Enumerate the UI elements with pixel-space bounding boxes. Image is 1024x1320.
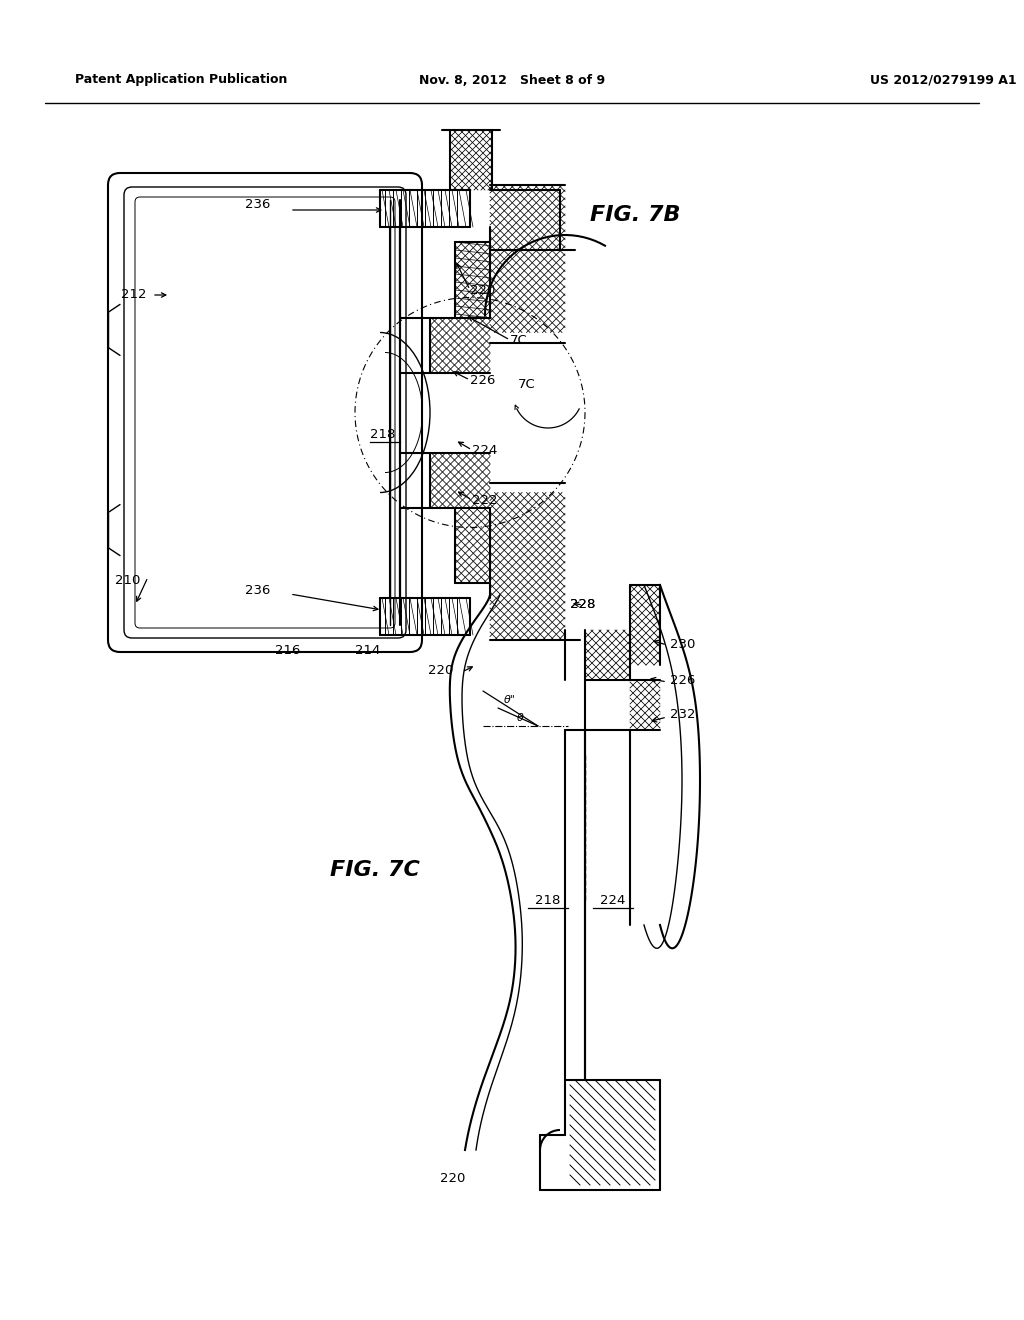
Text: US 2012/0279199 A1: US 2012/0279199 A1 (870, 74, 1017, 87)
Text: Patent Application Publication: Patent Application Publication (75, 74, 288, 87)
Text: θ": θ" (504, 696, 516, 705)
Text: Nov. 8, 2012   Sheet 8 of 9: Nov. 8, 2012 Sheet 8 of 9 (419, 74, 605, 87)
Text: FIG. 7C: FIG. 7C (330, 861, 420, 880)
Text: 236: 236 (245, 583, 270, 597)
Text: 214: 214 (355, 644, 380, 656)
Text: 218: 218 (370, 429, 395, 441)
Text: 7C: 7C (518, 379, 536, 392)
Text: 232: 232 (670, 709, 695, 722)
Text: 228: 228 (570, 598, 596, 611)
Text: 220: 220 (470, 284, 496, 297)
Text: 216: 216 (275, 644, 300, 656)
Text: 222: 222 (472, 494, 498, 507)
Text: 226: 226 (470, 374, 496, 387)
Text: 220: 220 (440, 1172, 465, 1184)
Text: 226: 226 (670, 673, 695, 686)
Text: 7C: 7C (510, 334, 527, 346)
Text: 236: 236 (245, 198, 270, 211)
Text: 212: 212 (122, 289, 147, 301)
Text: 224: 224 (472, 444, 498, 457)
Text: θ: θ (517, 713, 523, 723)
Text: 210: 210 (115, 573, 140, 586)
Text: FIG. 7B: FIG. 7B (590, 205, 681, 224)
Text: 220: 220 (428, 664, 453, 676)
Text: 224: 224 (600, 894, 626, 907)
Text: 230: 230 (670, 639, 695, 652)
Text: 228: 228 (570, 598, 596, 611)
Text: 218: 218 (536, 894, 561, 907)
